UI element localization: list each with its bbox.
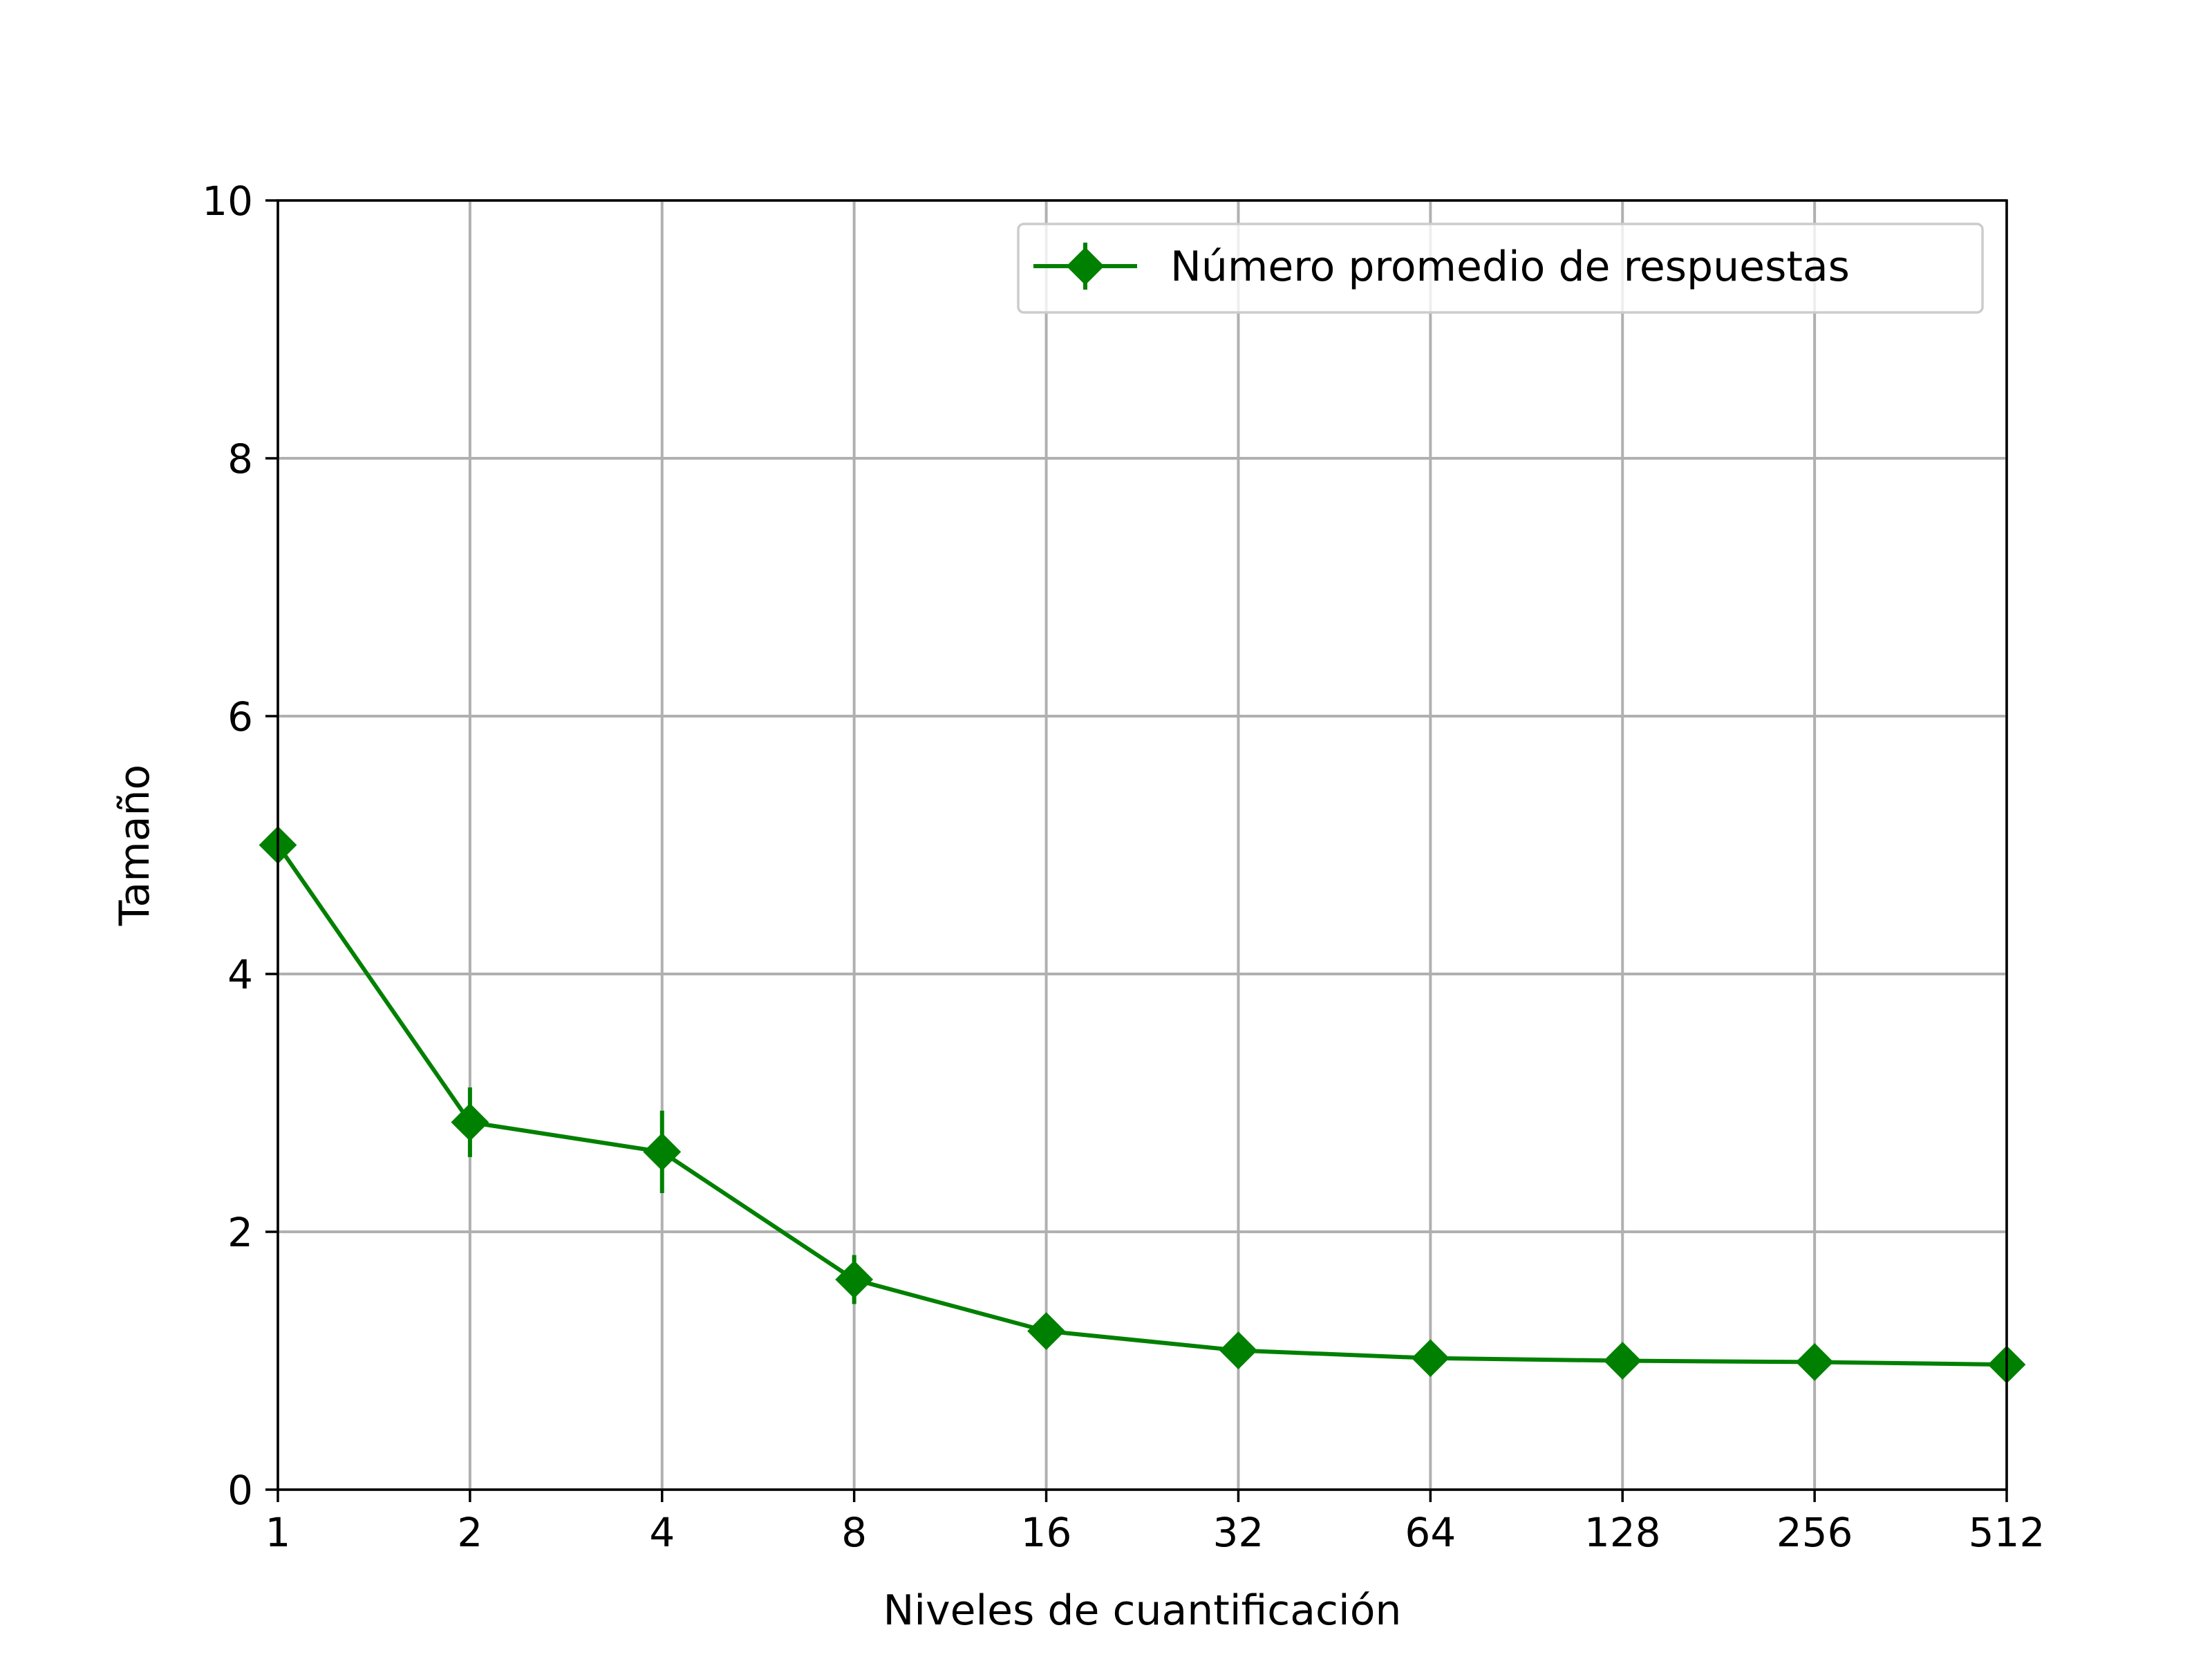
data-point	[1027, 1312, 1065, 1351]
y-tick-label: 10	[202, 178, 253, 225]
legend-label: Número promedio de respuestas	[1170, 243, 1850, 291]
data-point	[643, 1132, 682, 1171]
data-point	[1219, 1331, 1257, 1369]
legend-marker	[1033, 243, 1137, 290]
x-tick-label: 512	[1969, 1509, 2045, 1556]
x-tick-label: 1	[265, 1509, 291, 1556]
x-tick-label: 2	[457, 1509, 482, 1556]
legend: Número promedio de respuestas	[1017, 223, 1984, 314]
data-point	[1795, 1342, 1834, 1381]
x-tick-label: 8	[841, 1509, 867, 1556]
y-axis-title: Tamaño	[111, 765, 159, 926]
data-point	[835, 1260, 874, 1299]
y-tick-label: 4	[227, 951, 253, 998]
x-tick-label: 16	[1021, 1509, 1072, 1556]
y-tick-label: 2	[227, 1209, 253, 1256]
tick-layer	[265, 199, 2008, 1502]
x-tick-label: 128	[1584, 1509, 1661, 1556]
series-line	[276, 843, 2007, 1367]
tick-label-layer: 1 2 4 8 16 32 64 128 256 512 0 2 4 6 8 10	[202, 178, 2045, 1556]
data-point	[1411, 1339, 1450, 1378]
x-tick-label: 4	[649, 1509, 675, 1556]
legend-box	[1017, 223, 1984, 314]
x-tick-label: 256	[1777, 1509, 1853, 1556]
grid	[276, 199, 2008, 1491]
y-tick-label: 8	[227, 435, 253, 482]
y-tick-label: 0	[227, 1467, 253, 1514]
x-tick-label: 32	[1213, 1509, 1264, 1556]
y-tick-label: 6	[227, 693, 253, 740]
series-layer	[259, 826, 2026, 1384]
legend-diamond	[1066, 247, 1105, 285]
x-tick-label: 64	[1405, 1509, 1456, 1556]
data-point	[1603, 1342, 1642, 1380]
data-point	[451, 1103, 489, 1141]
series-group	[259, 826, 2026, 1384]
plot-frame	[276, 199, 2008, 1491]
x-axis-title: Niveles de cuantificación	[883, 1586, 1402, 1635]
